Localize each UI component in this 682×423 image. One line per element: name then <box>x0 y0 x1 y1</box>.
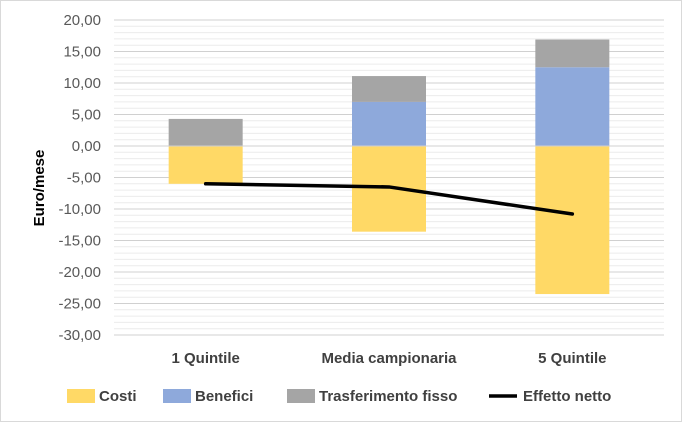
legend-swatch-costi <box>67 389 95 403</box>
y-tick-label: -10,00 <box>58 201 101 218</box>
y-tick-label: -20,00 <box>58 264 101 281</box>
bar-benefici <box>352 101 426 146</box>
legend-swatch-benefici <box>163 389 191 403</box>
x-category-label: Media campionaria <box>321 350 457 367</box>
bar-benefici <box>535 67 610 146</box>
y-tick-label: 5,00 <box>72 107 101 124</box>
y-tick-label: -5,00 <box>67 170 101 187</box>
y-tick-label: -30,00 <box>58 327 101 344</box>
bar-trasferimento-fisso <box>352 76 426 102</box>
legend-label: Effetto netto <box>523 388 611 405</box>
bar-trasferimento-fisso <box>535 39 610 68</box>
y-tick-label: -25,00 <box>58 296 101 313</box>
axis-layer: -30,00 -25,00 -20,00 -15,00 -10,00 -5,00 0,00 5… <box>58 12 664 367</box>
legend-swatch-trasferimento-fisso <box>287 389 315 403</box>
bar-costi <box>168 146 243 184</box>
legend-label: Trasferimento fisso <box>319 388 457 405</box>
legend-label: Costi <box>99 388 137 405</box>
y-tick-label: 10,00 <box>63 75 101 92</box>
bar-costi <box>535 146 610 295</box>
line-effetto-netto <box>203 182 575 216</box>
net-effect-line-layer <box>203 182 575 216</box>
y-axis-label: Euro/mese <box>31 150 48 227</box>
bar-costi <box>352 146 426 232</box>
y-tick-label: 20,00 <box>63 12 101 29</box>
x-category-label: 5 Quintile <box>538 350 606 367</box>
bars-layer <box>168 39 610 295</box>
y-tick-label: 0,00 <box>72 138 101 155</box>
y-tick-label: -15,00 <box>58 233 101 250</box>
x-category-label: 1 Quintile <box>171 350 239 367</box>
legend: Costi Benefici Trasferimento fisso Effetto … <box>67 388 611 405</box>
bar-trasferimento-fisso <box>168 118 243 146</box>
legend-label: Benefici <box>195 388 253 405</box>
y-tick-label: 15,00 <box>63 44 101 61</box>
